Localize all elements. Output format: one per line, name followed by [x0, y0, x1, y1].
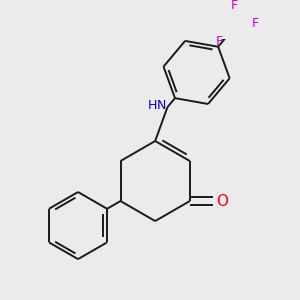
Text: N: N — [157, 99, 166, 112]
Text: F: F — [216, 35, 223, 48]
Text: F: F — [231, 0, 238, 12]
Text: O: O — [216, 194, 228, 208]
Text: H: H — [148, 99, 157, 112]
Text: F: F — [252, 17, 259, 30]
